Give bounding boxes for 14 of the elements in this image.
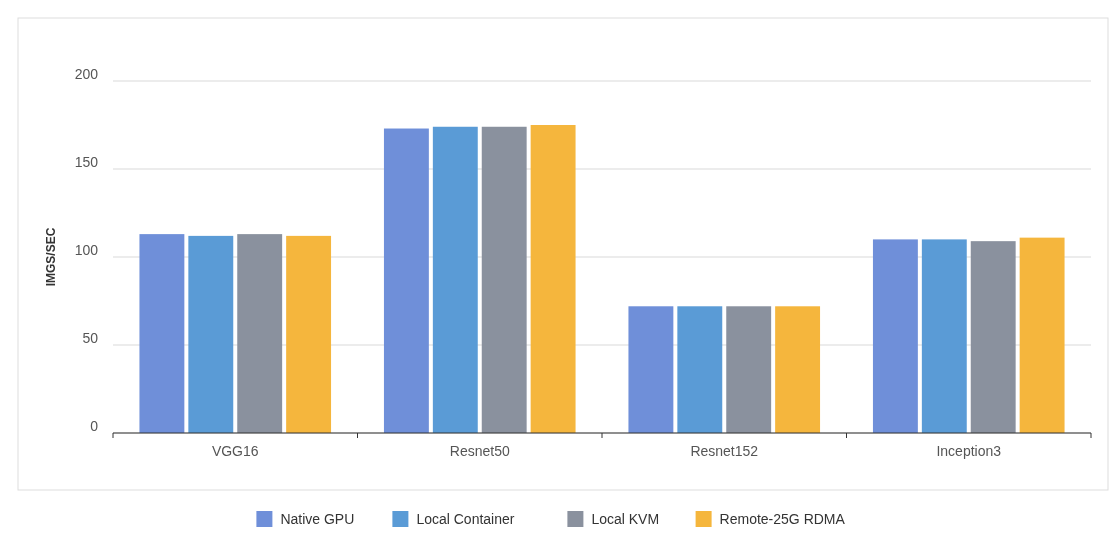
y-tick-label: 200 [74,66,99,82]
y-tick-label: 100 [74,242,99,258]
legend-label: Local Container [416,511,515,527]
x-tick-label: Resnet152 [690,443,759,459]
legend-label: Local KVM [591,511,660,527]
y-tick-label: 0 [90,418,99,434]
legend-label: Remote-25G RDMA [719,511,846,527]
y-tick-label: 150 [74,154,99,170]
x-tick-label: VGG16 [211,443,259,459]
legend-label: Native GPU [280,511,355,527]
x-tick-label: Inception3 [936,443,1002,459]
x-tick-label: Resnet50 [449,443,510,459]
y-axis-title: IMGS/SEC [44,227,58,287]
y-tick-label: 50 [82,330,99,346]
